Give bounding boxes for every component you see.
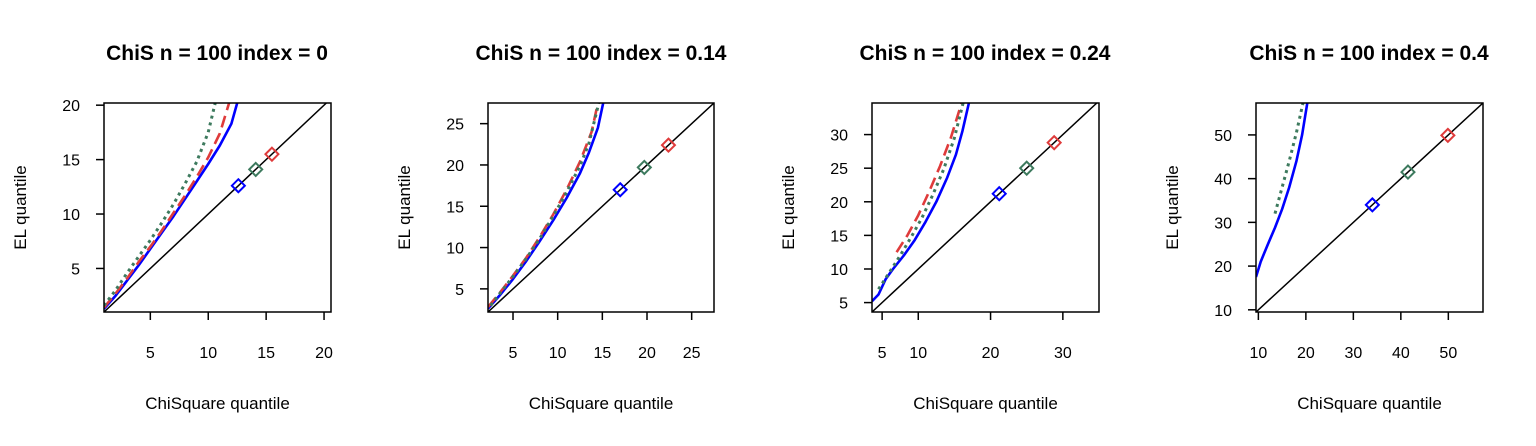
panel-2: ChiS n = 100 index = 0.24 ChiSquare quan… [779,42,1111,413]
panel-3-ytick-label: 10 [1214,303,1232,320]
panel-3-frame [1255,102,1484,313]
panel-2-ytick-label: 5 [839,296,848,313]
panel-2-title: ChiS n = 100 index = 0.24 [860,42,1111,65]
panel-1-ylabel: EL quantile [395,165,414,249]
panel-3-xtick-label: 40 [1392,345,1410,362]
panel-0-plot-area [104,103,327,312]
panel-1-series-red-dashed [488,103,600,308]
panel-1-xlabel: ChiSquare quantile [529,394,674,413]
panel-2-ytick-label: 20 [830,195,848,212]
panel-1-xtick-label: 10 [549,345,567,362]
panel-1-diagonal-line [488,103,714,312]
panel-0-ylabel: EL quantile [11,165,30,249]
panel-2-xtick-label: 5 [878,345,887,362]
panel-3-ylabel: EL quantile [1163,165,1182,249]
panel-0-ytick-label: 5 [71,261,80,278]
panel-2-marker-red [1046,134,1063,151]
panel-1-title: ChiS n = 100 index = 0.14 [476,42,727,65]
panel-2-xtick-label: 10 [909,345,927,362]
panel-3-marker-red [1439,127,1456,144]
panel-1-plot-area [488,103,714,312]
panel-3-xtick-label: 50 [1439,345,1457,362]
panel-0-title: ChiS n = 100 index = 0 [106,42,328,65]
panel-1-frame [487,102,715,313]
panel-3-marker-green [1400,164,1416,180]
panel-0-xtick-label: 5 [146,345,155,362]
panel-0-series-red-dashed [104,103,231,309]
panel-0-xtick-label: 15 [257,345,275,362]
panel-3-ytick-label: 20 [1214,259,1232,276]
panel-3: ChiS n = 100 index = 0.4 ChiSquare quant… [1163,42,1489,413]
panel-2-frame [871,102,1100,313]
panel-0-xtick-label: 20 [315,345,333,362]
panel-2-series-green-dotted [877,103,965,291]
panel-0-ytick-label: 20 [62,98,80,115]
panel-0-series-blue-solid [104,103,239,310]
panel-2-xlabel: ChiSquare quantile [913,394,1058,413]
panel-1: ChiS n = 100 index = 0.14 ChiSquare quan… [395,42,727,413]
panel-0: ChiS n = 100 index = 0 ChiSquare quantil… [11,42,333,413]
panel-3-series-blue-solid [1256,103,1309,278]
panel-2-ytick-label: 30 [830,128,848,145]
panel-0-marker-blue [230,177,247,194]
panel-1-marker-red [660,137,677,154]
panel-0-xtick-label: 10 [199,345,217,362]
panel-2-ytick-label: 10 [830,262,848,279]
panel-1-xtick-label: 15 [593,345,611,362]
panel-0-series-green-dotted [104,103,217,307]
panel-1-xtick-label: 25 [683,345,701,362]
panel-2-series-blue-solid [872,103,971,303]
panel-0-marker-red [264,146,280,163]
panel-2-xtick-label: 20 [982,345,1000,362]
panel-0-marker-green [247,161,264,178]
panel-1-ytick-label: 15 [446,199,464,216]
panel-3-ytick-label: 50 [1214,128,1232,145]
panel-2-diagonal-line [872,103,1098,312]
panel-3-xtick-label: 10 [1249,345,1267,362]
panel-3-series-green-dotted [1273,103,1305,214]
panel-0-frame [103,102,332,313]
panel-0-ytick-label: 10 [62,207,80,224]
panel-1-series-blue-solid [488,103,605,310]
panel-2-series-red-dashed [895,103,963,253]
panel-1-series-green-dotted [489,103,601,307]
panel-1-xtick-label: 5 [509,345,518,362]
panel-0-diagonal-line [104,103,327,312]
panel-1-ytick-label: 20 [446,158,464,175]
panel-1-marker-green [636,159,653,176]
panel-1-marker-blue [612,181,629,198]
panel-3-title: ChiS n = 100 index = 0.4 [1249,42,1489,65]
panel-3-marker-blue [1364,196,1381,213]
panel-1-xtick-label: 20 [638,345,656,362]
panel-1-ytick-label: 5 [455,282,464,299]
panel-3-xlabel: ChiSquare quantile [1297,394,1442,413]
panel-2-ytick-label: 25 [830,161,848,178]
panel-0-ytick-label: 15 [62,153,80,170]
panel-2-plot-area [872,103,1098,312]
panel-2-xtick-label: 30 [1054,345,1072,362]
panel-2-marker-blue [991,185,1008,202]
panel-3-ytick-label: 40 [1214,172,1232,189]
panel-1-ytick-label: 10 [446,241,464,258]
panel-3-ytick-label: 30 [1214,215,1232,232]
panel-3-xtick-label: 20 [1297,345,1315,362]
panel-0-xlabel: ChiSquare quantile [145,394,290,413]
panel-2-ytick-label: 15 [830,228,848,245]
panel-2-ylabel: EL quantile [779,165,798,249]
panel-1-ytick-label: 25 [446,117,464,134]
panel-3-xtick-label: 30 [1344,345,1362,362]
panel-2-marker-green [1018,160,1035,177]
